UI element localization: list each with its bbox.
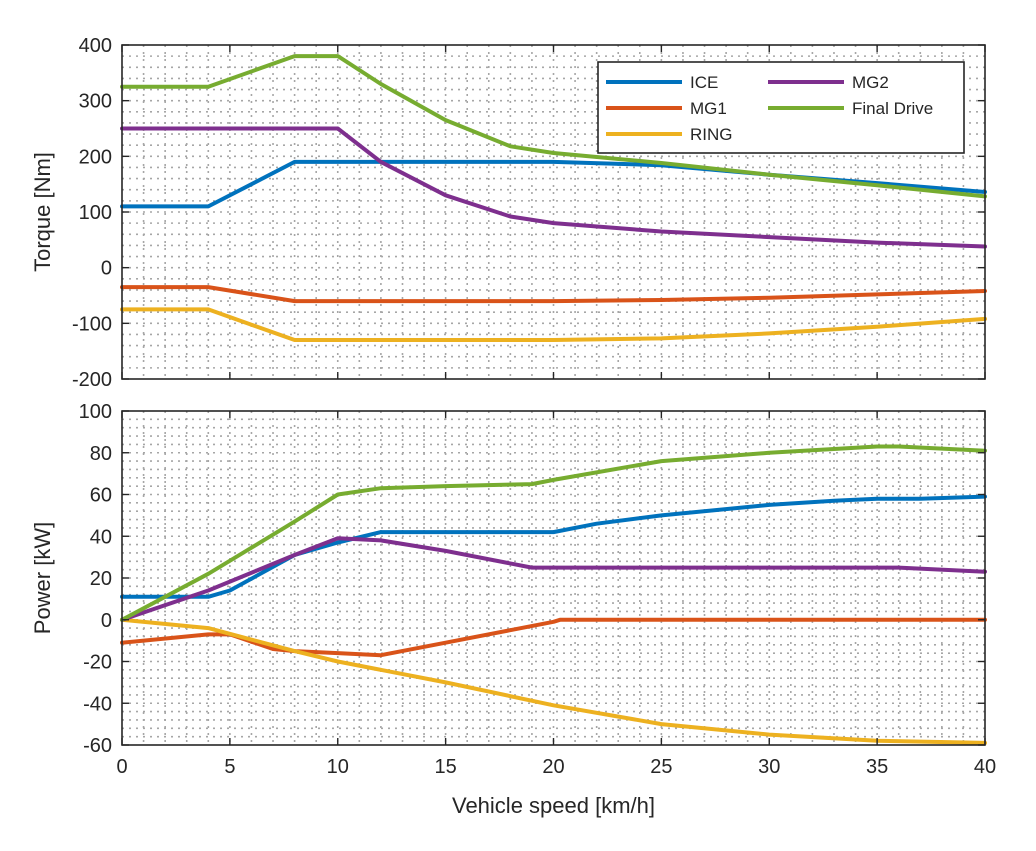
x-tick-label: 20 — [542, 756, 564, 778]
legend-item-ice: ICE — [606, 73, 718, 92]
x-tick-label: 15 — [435, 756, 457, 778]
series-group — [120, 444, 987, 745]
y-tick-label: 40 — [90, 526, 112, 548]
series-group — [120, 54, 987, 342]
x-tick-label: 35 — [866, 756, 888, 778]
y-tick-label: 80 — [90, 443, 112, 465]
torque-panel: -200 -100 0 100 200 300 400 Torque [Nm] ICE MG2 MG… — [30, 35, 987, 391]
power-panel: -60 -40 -20 0 20 40 60 80 100 0 5 10 15 20 25 30 35 40 Pow… — [30, 401, 996, 818]
legend-item-ring: RING — [606, 125, 733, 144]
y-tick-label: 60 — [90, 485, 112, 507]
y-tick-label: -100 — [72, 313, 112, 335]
legend-label: Final Drive — [852, 99, 933, 118]
series-line-mg2 — [120, 536, 987, 622]
x-tick-label: 30 — [758, 756, 780, 778]
series-line-ring — [120, 307, 987, 342]
legend: ICE MG2 MG1 Final Drive RING — [597, 61, 965, 154]
y-axis-label: Torque [Nm] — [30, 152, 55, 272]
x-tick-label: 40 — [974, 756, 996, 778]
y-tick-label: 200 — [79, 146, 112, 168]
series-line-ice — [120, 494, 987, 599]
legend-label: ICE — [690, 73, 718, 92]
y-tick-label: 0 — [101, 258, 112, 280]
y-tick-label: 300 — [79, 91, 112, 113]
series-line-mg2 — [120, 126, 987, 249]
y-tick-label: -20 — [83, 652, 112, 674]
y-tick-label: 100 — [79, 401, 112, 423]
legend-item-mg1: MG1 — [606, 99, 727, 118]
series-line-mg1 — [120, 285, 987, 304]
y-tick-label: 20 — [90, 568, 112, 590]
legend-label: MG1 — [690, 99, 727, 118]
y-tick-label: -60 — [83, 735, 112, 757]
ticks: -200 -100 0 100 200 300 400 — [72, 35, 986, 391]
y-axis-label: Power [kW] — [30, 522, 55, 634]
legend-label: MG2 — [852, 73, 889, 92]
x-tick-label: 10 — [327, 756, 349, 778]
legend-item-final-drive: Final Drive — [768, 99, 933, 118]
y-tick-label: 400 — [79, 35, 112, 57]
series-line-final-drive — [120, 444, 987, 622]
x-axis-label: Vehicle speed [km/h] — [452, 793, 655, 818]
y-tick-label: -200 — [72, 369, 112, 391]
y-tick-label: 100 — [79, 202, 112, 224]
y-tick-label: 0 — [101, 610, 112, 632]
legend-item-mg2: MG2 — [768, 73, 889, 92]
y-tick-label: -40 — [83, 693, 112, 715]
x-tick-label: 5 — [224, 756, 235, 778]
x-tick-label: 0 — [116, 756, 127, 778]
series-line-ring — [120, 617, 987, 745]
legend-label: RING — [690, 125, 733, 144]
series-line-final-drive — [120, 54, 987, 199]
ticks: -60 -40 -20 0 20 40 60 80 100 0 5 10 15 20 25 30 35 40 — [79, 401, 997, 778]
x-tick-label: 25 — [650, 756, 672, 778]
